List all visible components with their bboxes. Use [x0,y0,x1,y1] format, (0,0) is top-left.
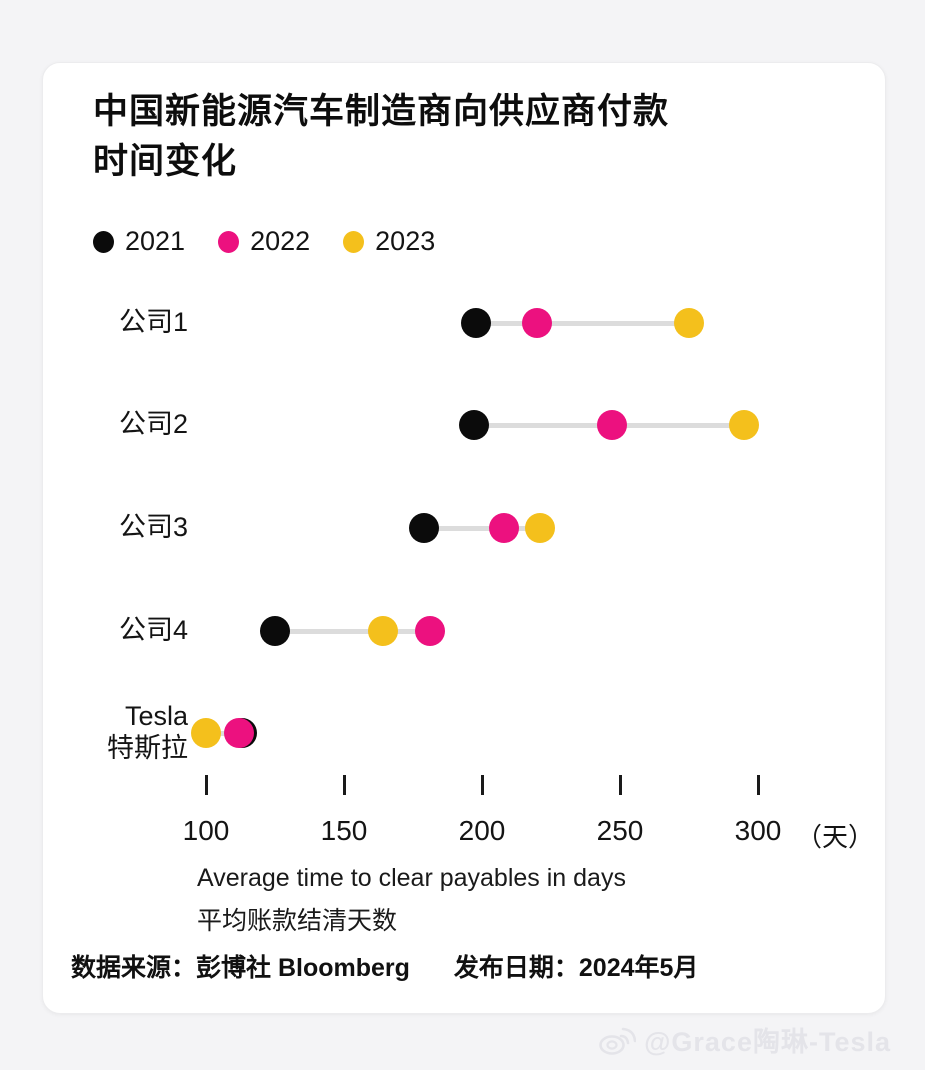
x-axis-tick-label-100: 100 [182,815,230,846]
category-label-1: 公司1 [118,307,188,337]
legend-item-2022: 2022 [218,226,310,257]
watermark: @Grace陶琳-Tesla [598,1020,891,1059]
dot-2021-row1 [461,308,492,338]
category-label-2: 公司2 [118,409,188,439]
legend-dot-2022 [218,230,240,253]
dot-2022-row5 [224,718,255,748]
dot-2021-row3 [409,513,440,543]
chart-title-line2: 时间变化 [93,141,238,181]
dot-2022-row3 [489,513,520,543]
x-axis-tick-label-250: 250 [596,815,644,846]
dot-2022-row4 [414,616,445,646]
legend-item-2023: 2023 [343,226,435,257]
dot-2021-row4 [260,616,290,646]
weibo-icon [599,1027,637,1055]
x-axis-tick-100 [204,775,208,795]
chart-card: 中国新能源汽车制造商向供应商付款 时间变化 2021 2022 2023 公司1 公司… [42,62,886,1014]
watermark-text: @Grace陶琳-Tesla [644,1027,891,1057]
chart-title: 中国新能源汽车制造商向供应商付款 时间变化 [93,87,813,186]
source-note: 数据来源：彭博社 Bloomberg 发布日期：2024年5月 [71,948,698,984]
dot-2021-row2 [458,410,489,440]
x-axis-unit-label: （天） [796,822,875,852]
legend: 2021 2022 2023 [93,226,435,257]
publish-date-text: 发布日期：2024年5月 [453,954,699,982]
chart-title-line1: 中国新能源汽车制造商向供应商付款 [93,92,670,131]
dot-2023-row5 [191,718,221,748]
data-source-text: 数据来源：彭博社 Bloomberg [71,954,410,982]
dot-2023-row1 [674,308,704,338]
plot-area: 公司1 公司2 公司3 公司4 Tesla 特斯拉 100 150 200 250 300 （天） [43,63,885,1013]
category-label-5: Tesla 特斯拉 [107,701,188,763]
x-axis-tick-label-300: 300 [734,815,782,846]
dot-2023-row3 [524,513,555,543]
x-axis-tick-300 [756,775,760,795]
connector-line [275,628,430,634]
connector-line [476,320,689,326]
dot-2023-row2 [729,410,760,440]
connector-line [424,525,540,531]
x-axis-label-en: Average time to clear payables in days [197,864,626,892]
connector-line [206,730,242,736]
x-axis-tick-label-200: 200 [458,815,506,846]
dot-2022-row1 [522,308,553,338]
legend-label-2021: 2021 [125,226,186,256]
legend-label-2022: 2022 [250,226,311,256]
dot-2022-row2 [596,410,627,440]
dot-2023-row4 [367,616,398,646]
x-axis-tick-150 [342,775,346,795]
category-label-3: 公司3 [118,512,188,542]
x-axis-label-zh: 平均账款结清天数 [197,907,398,935]
legend-item-2021: 2021 [93,226,185,257]
legend-dot-2023 [343,230,365,253]
x-axis-tick-250 [618,775,622,795]
x-axis-tick-label-150: 150 [320,815,368,846]
legend-dot-2021 [93,230,114,253]
category-label-4: 公司4 [118,615,188,645]
x-axis-tick-200 [480,775,484,795]
legend-label-2023: 2023 [375,226,436,256]
